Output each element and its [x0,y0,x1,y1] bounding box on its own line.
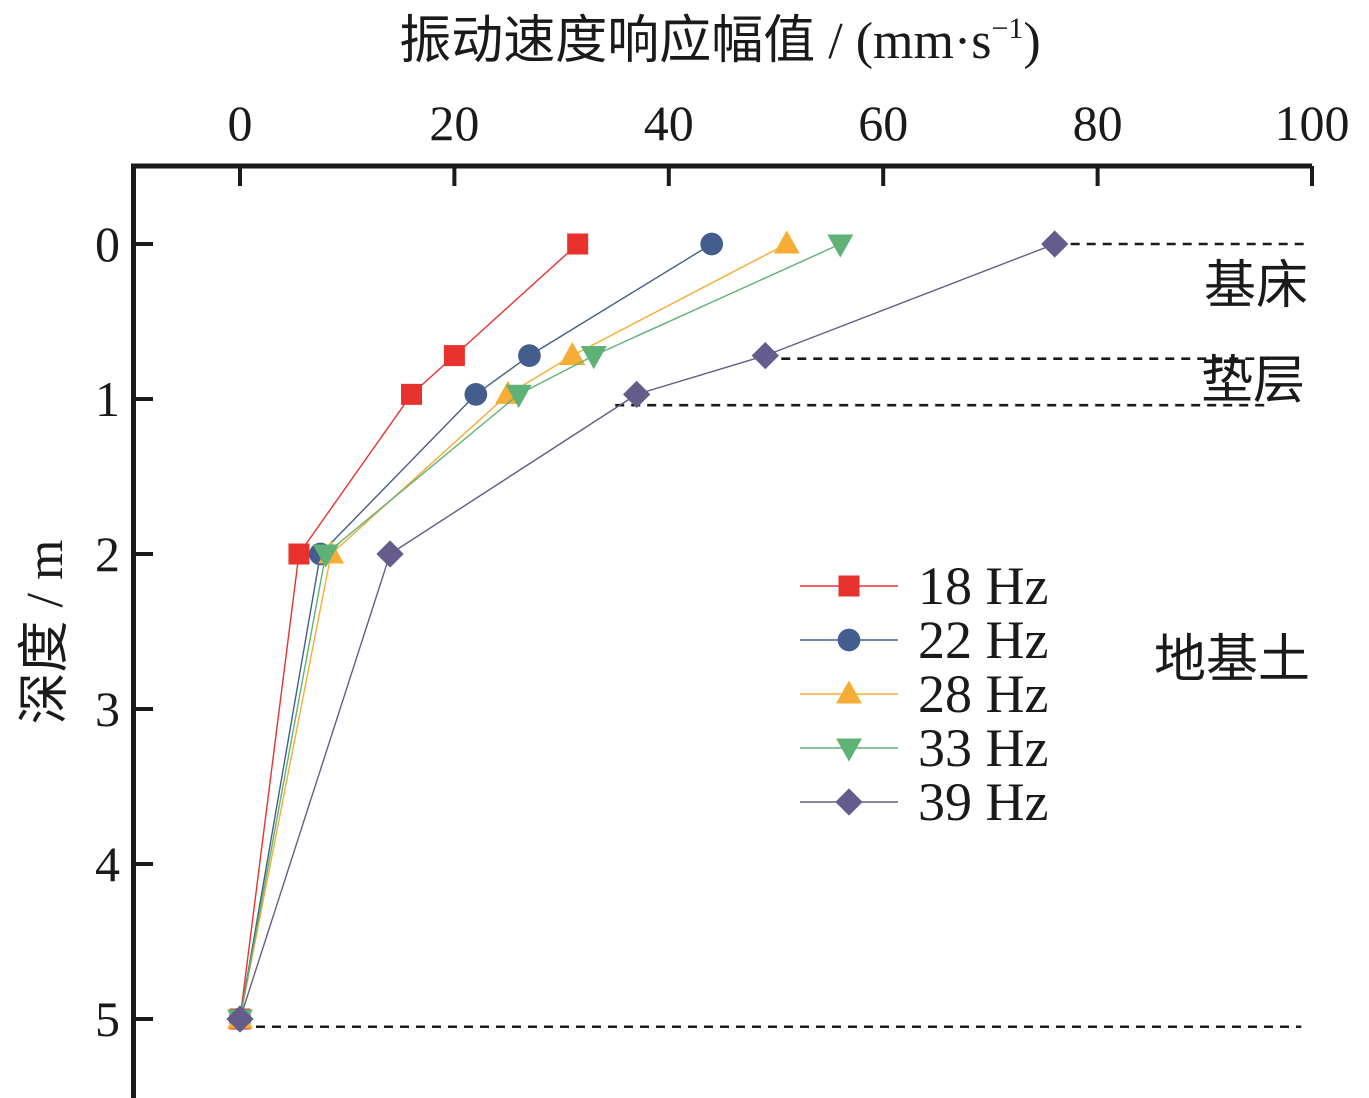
data-point-18-hz [288,543,310,565]
x-tick-label: 40 [644,95,694,151]
legend-label-28-hz: 28 Hz [918,664,1048,724]
legend-marker-33-hz [836,738,862,762]
legend-item-33-hz: 33 Hz [800,718,1048,778]
axes [131,163,1312,1098]
x-tick-label: 20 [429,95,479,151]
x-axis-title-end: ) [1023,13,1040,70]
data-point-39-hz [226,1005,254,1033]
legend-item-22-hz: 22 Hz [800,610,1048,670]
y-tick-label: 5 [95,991,120,1047]
x-ticks: 0 20 40 60 80 100 [228,95,1350,186]
data-point-18-hz [401,383,423,405]
data-point-33-hz [827,234,854,258]
legend-item-18-hz: 18 Hz [800,556,1048,616]
legend-marker-28-hz [836,680,862,704]
x-axis-title: 振动速度响应幅值 / (mm·s−1) [399,12,1040,70]
legend-label-22-hz: 22 Hz [918,610,1048,670]
legend-item-28-hz: 28 Hz [800,664,1048,724]
series-line-22-hz [239,243,713,1020]
y-tick-label: 2 [95,526,120,582]
y-tick-label: 1 [95,371,120,427]
x-axis-title-superscript: −1 [991,12,1023,45]
x-tick-label: 100 [1275,95,1350,151]
legend-marker-39-hz [835,788,863,816]
y-tick-label: 0 [95,216,120,272]
y-ticks: 0 1 2 3 4 5 [95,216,153,1047]
legend-marker-22-hz [837,628,861,652]
x-tick-label: 60 [858,95,908,151]
zone-label-foundation-soil: 地基土 [1154,632,1310,689]
series-28-hz [227,230,800,1029]
data-point-39-hz [622,380,651,408]
x-axis-title-main: 振动速度响应幅值 / (mm·s [399,13,991,70]
zone-dividers [240,242,1307,1029]
data-point-33-hz [312,544,339,568]
data-point-33-hz [505,384,532,408]
data-point-18-hz [567,233,589,255]
legend-label-33-hz: 33 Hz [918,718,1048,778]
x-tick-label: 0 [228,95,253,151]
legend-label-18-hz: 18 Hz [918,556,1048,616]
data-point-39-hz [1041,230,1069,258]
x-tick-label: 80 [1073,95,1123,151]
data-point-22-hz [464,383,488,406]
legend-label-39-hz: 39 Hz [918,772,1048,832]
zone-label-cushion-layer: 垫层 [1201,353,1305,410]
series-39-hz [226,230,1069,1033]
y-tick-label: 4 [95,836,120,892]
data-point-39-hz [751,341,779,370]
y-axis-title: 深度 / m [17,540,74,725]
data-point-22-hz [518,344,541,367]
zone-label-subgrade-bed: 基床 [1204,258,1308,315]
data-point-28-hz [559,341,586,366]
legend-item-39-hz: 39 Hz [800,772,1048,832]
data-point-33-hz [580,346,607,370]
data-point-22-hz [700,232,724,256]
series-22-hz [228,232,724,1031]
data-point-18-hz [443,345,465,367]
series-layer [226,230,1069,1033]
legend-marker-18-hz [838,575,860,597]
series-line-28-hz [239,243,788,1020]
data-point-28-hz [773,230,800,254]
y-tick-label: 3 [95,681,120,737]
data-point-39-hz [376,540,404,568]
